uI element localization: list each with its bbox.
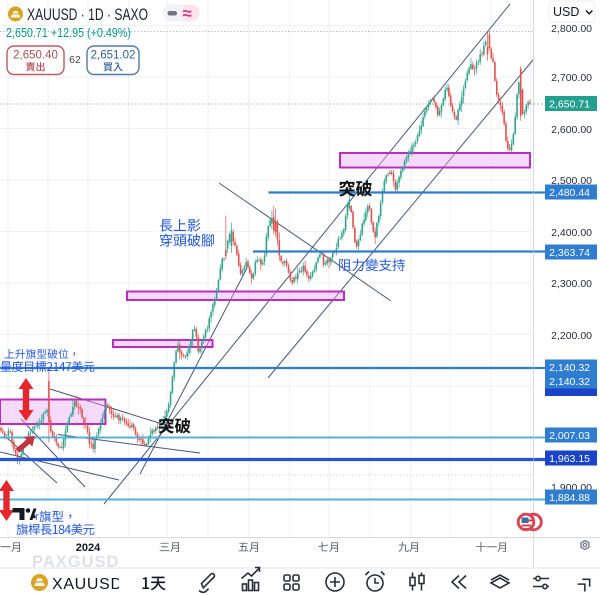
svg-text:2,650.71: 2,650.71 bbox=[549, 98, 590, 110]
svg-text:r: r bbox=[35, 511, 39, 523]
svg-text:XAUUSD: XAUUSD bbox=[52, 576, 122, 593]
svg-text:2,480.44: 2,480.44 bbox=[549, 187, 590, 199]
svg-text:2,140.32: 2,140.32 bbox=[549, 376, 590, 388]
svg-text:2,800.00: 2,800.00 bbox=[551, 23, 592, 35]
svg-text:2,650.40: 2,650.40 bbox=[13, 50, 58, 62]
svg-text:≈: ≈ bbox=[183, 4, 192, 23]
svg-text:2,007.03: 2,007.03 bbox=[549, 430, 590, 442]
svg-text:2,651.02: 2,651.02 bbox=[91, 50, 136, 62]
svg-text:2,500.00: 2,500.00 bbox=[551, 175, 592, 187]
svg-text:1,963.15: 1,963.15 bbox=[549, 453, 590, 465]
svg-text:2024: 2024 bbox=[76, 542, 101, 554]
svg-text:2,700.00: 2,700.00 bbox=[551, 72, 592, 84]
svg-text:2,200.00: 2,200.00 bbox=[551, 330, 592, 342]
svg-text:1,884.88: 1,884.88 bbox=[549, 492, 590, 504]
svg-text:XAUUSD · 1D · SAXO: XAUUSD · 1D · SAXO bbox=[27, 6, 148, 24]
svg-text:62: 62 bbox=[69, 54, 81, 66]
svg-text:2,400.00: 2,400.00 bbox=[551, 227, 592, 239]
svg-text:PAXGUSD: PAXGUSD bbox=[32, 553, 119, 571]
svg-text:USD: USD bbox=[553, 5, 579, 19]
svg-text:2,650.71 +12.95 (+0.49%): 2,650.71 +12.95 (+0.49%) bbox=[6, 26, 131, 40]
svg-text:2,140.32: 2,140.32 bbox=[549, 362, 590, 374]
svg-text:2,600.00: 2,600.00 bbox=[551, 124, 592, 136]
svg-text:2,363.74: 2,363.74 bbox=[549, 247, 590, 259]
svg-text:2,300.00: 2,300.00 bbox=[551, 278, 592, 290]
